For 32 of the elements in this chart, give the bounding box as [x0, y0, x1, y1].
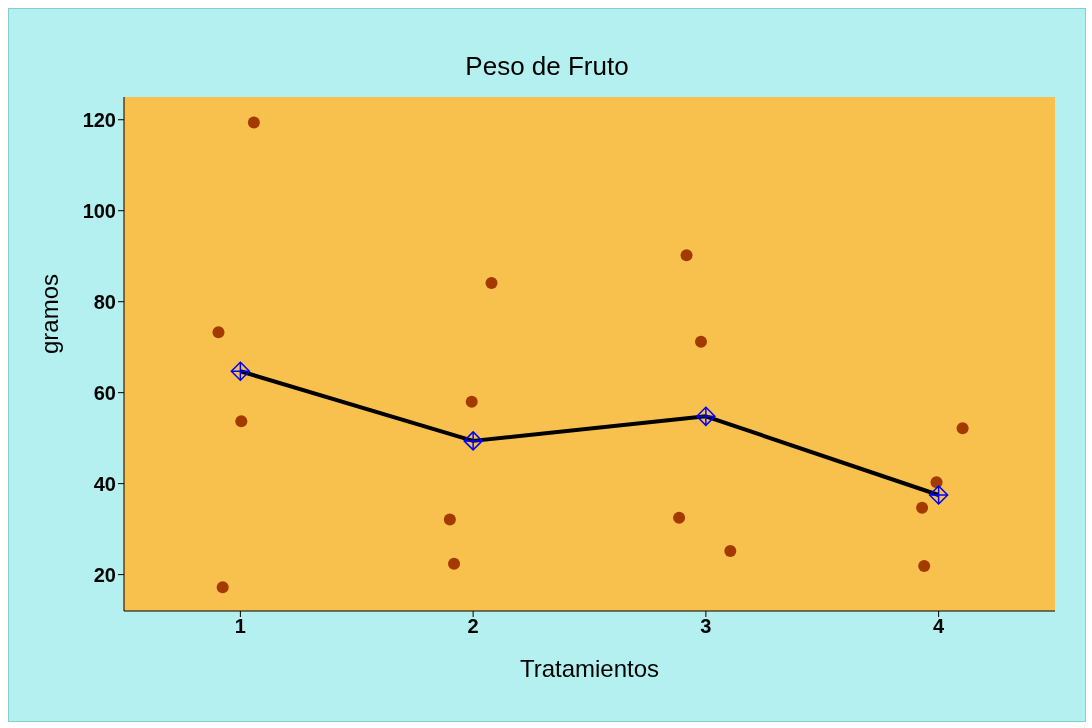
- point: [448, 557, 461, 570]
- point: [463, 431, 483, 451]
- x-tick-label: 3: [700, 615, 712, 638]
- point: [485, 277, 498, 290]
- point: [694, 335, 707, 348]
- point: [724, 544, 737, 557]
- point: [465, 395, 478, 408]
- x-axis-title: Tratamientos: [519, 655, 660, 682]
- y-tick-label: 20: [93, 563, 116, 586]
- point: [956, 422, 969, 435]
- point: [696, 406, 716, 427]
- point: [235, 415, 248, 428]
- point: [680, 249, 693, 262]
- point: [216, 581, 229, 594]
- x-tick-label: 4: [933, 615, 946, 638]
- point: [916, 501, 929, 514]
- point: [918, 559, 931, 572]
- y-axis-title: gramos: [35, 273, 63, 354]
- chart-title: Peso de Fruto: [464, 51, 630, 82]
- x-tick-label: 2: [467, 615, 479, 638]
- point: [212, 326, 225, 339]
- point: [443, 513, 456, 526]
- point: [928, 485, 949, 505]
- y-tick-label: 120: [82, 108, 116, 131]
- y-tick-label: 80: [93, 290, 116, 313]
- point: [230, 361, 251, 382]
- point: [673, 511, 686, 524]
- point: [247, 116, 260, 129]
- y-tick-label: 100: [82, 199, 116, 222]
- x-tick-label: 1: [234, 615, 246, 638]
- y-tick-label: 40: [93, 472, 116, 495]
- y-tick-label: 60: [93, 381, 116, 404]
